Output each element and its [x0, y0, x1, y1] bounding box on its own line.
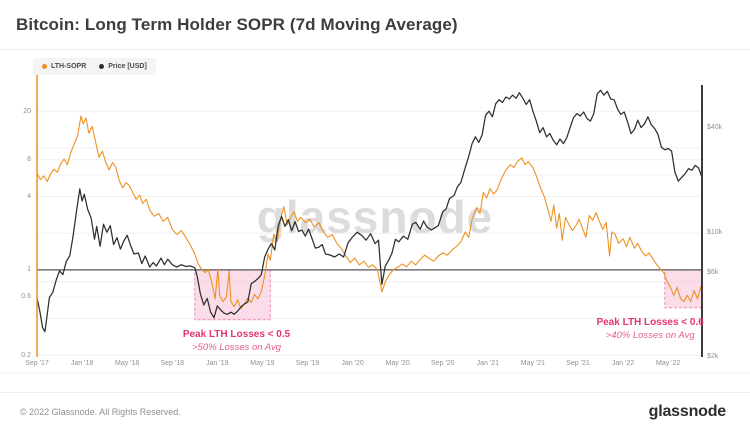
price-line [36, 89, 703, 333]
lth-sopr-line [36, 115, 703, 310]
legend-item-price[interactable]: Price [USD] [99, 63, 147, 70]
footer: © 2022 Glassnode. All Rights Reserved. g… [0, 392, 750, 431]
loss-region-2 [664, 269, 703, 309]
legend-item-lth-sopr[interactable]: LTH-SOPR [42, 63, 86, 70]
legend-label-price: Price [USD] [108, 63, 147, 70]
legend-label-lth-sopr: LTH-SOPR [51, 63, 87, 70]
chart-header: Bitcoin: Long Term Holder SOPR (7d Movin… [0, 0, 750, 50]
copyright-text: © 2022 Glassnode. All Rights Reserved. [20, 407, 181, 417]
chart-legend: LTH-SOPR Price [USD] [33, 58, 156, 75]
price-dot-icon [99, 64, 105, 69]
lth-sopr-dot-icon [42, 64, 47, 69]
loss-region-1 [194, 269, 271, 321]
chart-title: Bitcoin: Long Term Holder SOPR (7d Movin… [16, 14, 458, 34]
glassnode-logo: glassnode [648, 403, 727, 420]
